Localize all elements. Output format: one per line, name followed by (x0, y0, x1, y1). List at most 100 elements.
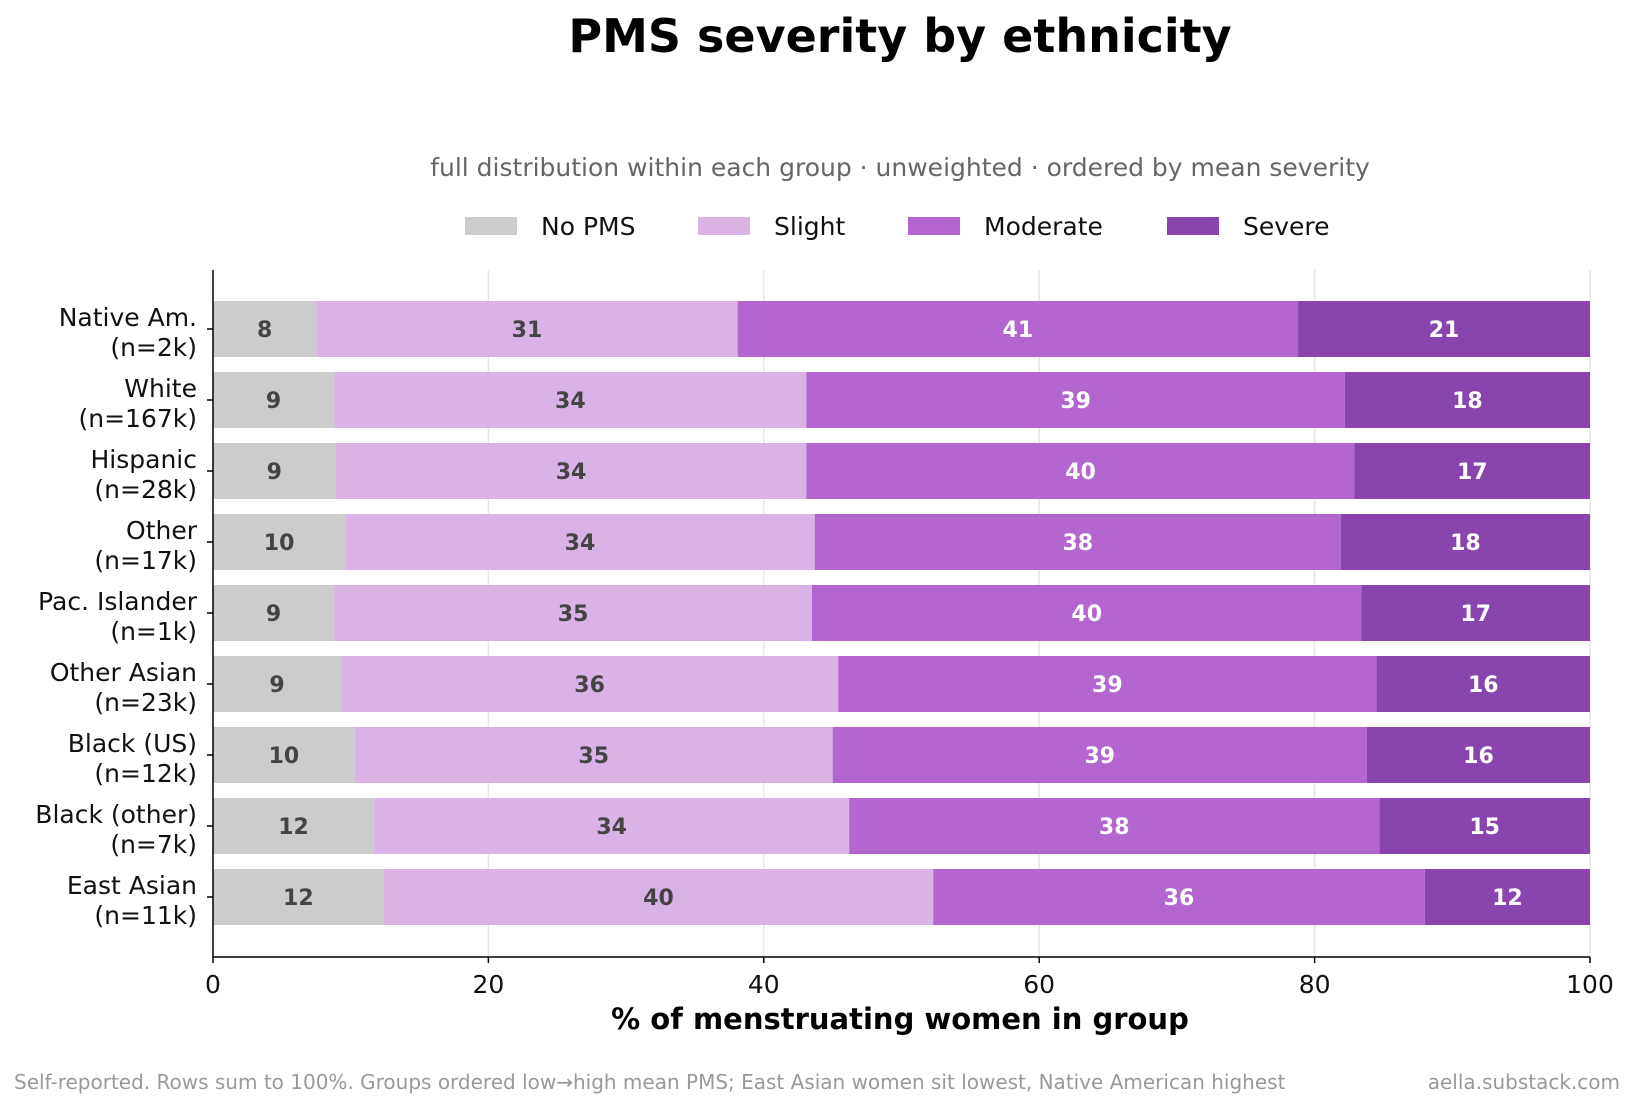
bar-label-1-8: 40 (643, 886, 674, 911)
y-tick-sublabel-4: (n=1k) (110, 617, 197, 646)
bar-label-3-1: 18 (1452, 389, 1483, 414)
bar-label-0-7: 12 (278, 815, 309, 840)
legend-label-0: No PMS (541, 212, 635, 241)
bar-label-2-7: 38 (1099, 815, 1130, 840)
bar-label-1-0: 31 (512, 318, 543, 343)
bar-label-0-0: 8 (257, 318, 272, 343)
bar-label-1-2: 34 (556, 460, 587, 485)
axes: 0 20 40 60 80 100 Native Am.(n=2k) White(n=167k… (35, 270, 1614, 999)
y-tick-sublabel-8: (n=11k) (94, 901, 197, 930)
footer-source: aella.substack.com (1428, 1070, 1620, 1094)
bar-moderate-5 (838, 656, 1377, 712)
bar-no-pms-7 (213, 798, 375, 854)
y-tick-label-1: White (124, 374, 197, 403)
y-tick-label-4: Pac. Islander (38, 587, 198, 616)
bar-severe-1 (1344, 372, 1590, 428)
bar-label-3-8: 12 (1492, 886, 1523, 911)
bar-label-2-3: 38 (1062, 531, 1093, 556)
bar-label-0-3: 10 (264, 531, 295, 556)
y-tick-label-0: Native Am. (59, 303, 197, 332)
bar-label-0-6: 10 (269, 744, 300, 769)
bar-label-0-4: 9 (266, 602, 281, 627)
y-tick-sublabel-3: (n=17k) (94, 546, 197, 575)
y-tick-label-8: East Asian (67, 871, 197, 900)
bar-severe-4 (1361, 585, 1590, 641)
bar-no-pms-1 (213, 372, 335, 428)
bar-label-3-4: 17 (1460, 602, 1491, 627)
bar-slight-7 (374, 798, 850, 854)
bar-no-pms-8 (213, 869, 384, 925)
y-tick-sublabel-1: (n=167k) (79, 404, 198, 433)
bar-severe-2 (1354, 443, 1590, 499)
bar-label-1-1: 34 (555, 389, 586, 414)
bar-label-2-5: 39 (1092, 673, 1123, 698)
bar-moderate-4 (811, 585, 1362, 641)
bar-slight-2 (335, 443, 807, 499)
x-axis-label: % of menstruating women in group (611, 1002, 1189, 1036)
bar-no-pms-3 (213, 514, 346, 570)
y-tick-sublabel-7: (n=7k) (110, 830, 197, 859)
legend-label-1: Slight (774, 212, 845, 241)
bar-slight-8 (383, 869, 934, 925)
bar-label-2-6: 39 (1084, 744, 1115, 769)
legend-swatch-2 (908, 217, 960, 235)
x-tick-label-0: 0 (205, 970, 221, 999)
bar-no-pms-2 (213, 443, 336, 499)
bar-label-2-2: 40 (1065, 460, 1096, 485)
y-tick-sublabel-2: (n=28k) (94, 475, 197, 504)
bar-moderate-2 (806, 443, 1355, 499)
bar-label-3-2: 17 (1457, 460, 1488, 485)
bar-label-3-7: 15 (1469, 815, 1500, 840)
footer-note: Self-reported. Rows sum to 100%. Groups … (14, 1070, 1286, 1094)
bar-label-3-6: 16 (1463, 744, 1494, 769)
bar-severe-8 (1424, 869, 1590, 925)
bar-moderate-7 (849, 798, 1380, 854)
bar-label-3-3: 18 (1450, 531, 1481, 556)
bar-slight-4 (334, 585, 812, 641)
bar-moderate-6 (832, 727, 1367, 783)
bar-slight-5 (341, 656, 839, 712)
legend-label-2: Moderate (984, 212, 1103, 241)
x-tick-label-4: 80 (1299, 970, 1331, 999)
y-tick-sublabel-6: (n=12k) (94, 759, 197, 788)
bar-label-0-1: 9 (266, 389, 281, 414)
y-tick-label-3: Other (126, 516, 198, 545)
legend-swatch-3 (1167, 217, 1219, 235)
y-tick-label-2: Hispanic (91, 445, 198, 474)
bar-label-2-4: 40 (1071, 602, 1102, 627)
bar-label-1-4: 35 (558, 602, 589, 627)
y-tick-sublabel-5: (n=23k) (94, 688, 197, 717)
bar-no-pms-5 (213, 656, 342, 712)
bar-slight-0 (316, 301, 738, 357)
bar-series: 8 31 41 21 9 34 39 18 9 34 40 17 10 34 38 18 9 35 40 17 9 36 3… (213, 301, 1590, 925)
chart-subtitle: full distribution within each group · un… (430, 153, 1370, 182)
x-tick-label-3: 60 (1023, 970, 1055, 999)
x-tick-label-2: 40 (748, 970, 780, 999)
x-tick-label-5: 100 (1566, 970, 1614, 999)
x-tick-label-1: 20 (472, 970, 504, 999)
bar-severe-6 (1366, 727, 1590, 783)
bar-slight-1 (334, 372, 807, 428)
bar-severe-3 (1340, 514, 1590, 570)
bar-slight-6 (354, 727, 833, 783)
legend-swatch-1 (698, 217, 750, 235)
bar-no-pms-0 (213, 301, 317, 357)
bar-moderate-1 (806, 372, 1345, 428)
bar-label-0-5: 9 (269, 673, 284, 698)
legend-label-3: Severe (1243, 212, 1330, 241)
y-tick-label-6: Black (US) (68, 729, 197, 758)
bar-label-1-3: 34 (565, 531, 596, 556)
bar-label-1-7: 34 (596, 815, 627, 840)
y-tick-sublabel-0: (n=2k) (110, 333, 197, 362)
chart-title: PMS severity by ethnicity (568, 9, 1231, 63)
bar-slight-3 (345, 514, 815, 570)
legend-swatch-0 (465, 217, 517, 235)
bar-moderate-0 (737, 301, 1299, 357)
bar-label-2-1: 39 (1060, 389, 1091, 414)
bar-label-0-2: 9 (267, 460, 282, 485)
y-tick-label-5: Other Asian (50, 658, 197, 687)
bar-severe-7 (1379, 798, 1590, 854)
bar-label-0-8: 12 (283, 886, 314, 911)
bar-moderate-8 (933, 869, 1425, 925)
